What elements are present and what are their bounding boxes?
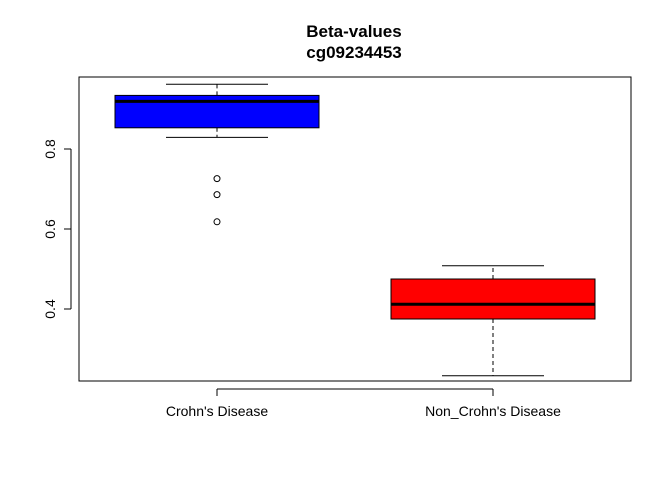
box-crohns bbox=[114, 83, 320, 226]
x-tick-label: Crohn's Disease bbox=[166, 403, 268, 419]
y-tick-label: 0.8 bbox=[42, 139, 58, 159]
iqr-box bbox=[390, 278, 596, 320]
boxes-group bbox=[114, 83, 596, 377]
x-axis: Crohn's Disease Non_Crohn's Disease bbox=[166, 388, 561, 419]
y-tick-label: 0.4 bbox=[42, 299, 58, 319]
chart-subtitle: cg09234453 bbox=[306, 43, 401, 62]
y-axis: 0.4 0.6 0.8 bbox=[42, 139, 72, 319]
box-non-crohns bbox=[390, 265, 596, 377]
outlier-point bbox=[213, 175, 221, 183]
plot-frame bbox=[78, 76, 632, 382]
chart-title: Beta-values bbox=[306, 22, 401, 41]
outlier-point bbox=[213, 191, 221, 199]
x-tick-label: Non_Crohn's Disease bbox=[425, 403, 561, 419]
y-tick-label: 0.6 bbox=[42, 219, 58, 239]
outlier-point bbox=[213, 218, 221, 226]
